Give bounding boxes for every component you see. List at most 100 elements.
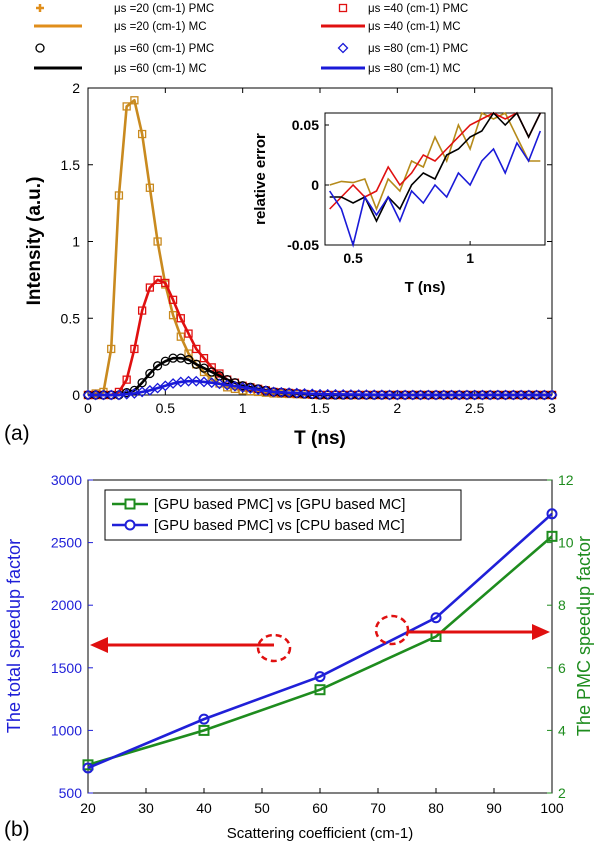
legend-label-0: μs =20 (cm-1) PMC [114, 3, 214, 15]
pmc-marker-series-1 [153, 275, 162, 285]
pmc-marker-series-0 [184, 349, 193, 358]
pmc-marker-series-3 [531, 389, 542, 401]
speedup-marker-series-0 [198, 724, 210, 736]
y-tick-label-inset: 0 [311, 177, 319, 193]
pmc-marker-series-0 [137, 129, 147, 139]
x-tick-label-b: 60 [312, 800, 328, 816]
pmc-marker-series-1 [168, 295, 178, 304]
axis-ticks-inset: 0.5 1 0.05 0 -0.05 [287, 117, 474, 266]
legend-b-marker-0 [124, 498, 136, 510]
pmc-marker-series-3 [461, 389, 473, 401]
pmc-marker-series-3 [229, 380, 241, 392]
x-tick-label-b: 80 [428, 800, 444, 816]
speedup-marker-series-0 [314, 684, 326, 696]
x-tick-label-b: 70 [370, 800, 386, 816]
x-tick-label-inset: 1 [466, 250, 474, 266]
y-tick-label-left-b: 1000 [51, 722, 82, 738]
y-tick-label-left-b: 2000 [51, 597, 82, 613]
annotation-arrows [90, 614, 550, 663]
x-tick-label-b: 20 [80, 800, 96, 816]
y-tick-label-left-b: 2500 [51, 535, 82, 551]
legend-box-b [104, 489, 462, 541]
pmc-marker-series-3 [438, 389, 450, 401]
pmc-marker-series-3 [523, 389, 535, 401]
legend-marker-6 [337, 42, 349, 54]
y-axis-label-inset: relative error [252, 133, 269, 225]
pmc-marker-series-3 [268, 386, 280, 398]
pmc-marker-series-3 [144, 384, 156, 396]
pmc-marker-series-3 [345, 389, 357, 400]
pmc-marker-series-3 [121, 388, 133, 400]
legend-marker-0 [36, 4, 44, 12]
series-group-inset [329, 111, 542, 248]
pmc-marker-series-3 [82, 389, 94, 401]
y-tick-label-a: 1.5 [61, 157, 81, 173]
legend-label-4: μs =60 (cm-1) PMC [114, 43, 214, 55]
speedup-marker-series-1 [314, 671, 326, 683]
pmc-marker-series-3 [376, 389, 388, 401]
pmc-marker-series-3 [415, 389, 426, 401]
legend-b-label-0: [GPU based PMC] vs [GPU based MC] [154, 497, 405, 513]
pmc-marker-series-3 [183, 375, 194, 387]
pmc-marker-series-1 [192, 344, 201, 354]
x-tick-label-b: 90 [486, 800, 502, 816]
legend-marker-2 [338, 3, 348, 13]
pmc-marker-series-0 [130, 96, 139, 105]
pmc-marker-series-1 [137, 306, 147, 315]
y-tick-label-right-b: 4 [558, 722, 566, 738]
pmc-marker-series-3 [275, 386, 287, 398]
pmc-marker-series-0 [107, 344, 116, 354]
pmc-marker-series-1 [184, 329, 193, 338]
pmc-marker-series-2 [199, 363, 209, 373]
speedup-line-series-1 [87, 512, 553, 770]
panel-label-b: (b) [4, 818, 30, 841]
x-tick-label-b: 50 [254, 800, 270, 816]
pmc-marker-series-3 [546, 389, 558, 401]
pmc-marker-series-3 [260, 385, 272, 397]
y-tick-label-right-b: 6 [558, 660, 566, 676]
pmc-marker-series-3 [368, 389, 380, 401]
pmc-marker-series-3 [113, 389, 125, 401]
pmc-marker-series-2 [152, 361, 163, 371]
speedup-line-series-0 [87, 535, 553, 767]
y-tick-label-left-b: 1500 [51, 660, 82, 676]
y-tick-label-left-b: 3000 [51, 472, 82, 488]
pmc-marker-series-3 [299, 388, 310, 399]
y-tick-label-a: 0.5 [61, 310, 81, 326]
legend-b-marker-1 [124, 519, 136, 531]
pmc-marker-series-3 [360, 389, 372, 401]
error-line-series-0 [329, 111, 541, 212]
dashed-circle-left [256, 633, 292, 663]
pmc-marker-series-3 [237, 381, 249, 393]
pmc-marker-series-2 [160, 356, 170, 366]
speedup-marker-series-1 [430, 612, 442, 624]
pmc-marker-series-3 [314, 388, 326, 400]
pmc-marker-series-3 [322, 388, 334, 400]
pmc-marker-series-3 [407, 389, 419, 401]
left-arrow-head [90, 637, 108, 653]
y-axis-label-left-b: The total speedup factor [4, 539, 24, 733]
dashed-circle-right [374, 614, 410, 646]
legend-label-6: μs =80 (cm-1) PMC [368, 43, 468, 55]
pmc-marker-series-1 [161, 278, 170, 288]
x-axis-label-b: Scattering coefficient (cm-1) [227, 825, 413, 842]
legend-b-label-1: [GPU based PMC] vs [CPU based MC] [154, 518, 405, 534]
pmc-marker-series-3 [159, 380, 171, 392]
pmc-marker-series-3 [190, 375, 202, 387]
pmc-marker-series-3 [476, 389, 488, 401]
pmc-marker-series-3 [399, 389, 411, 401]
x-tick-label-a: 1 [239, 400, 247, 416]
legend-label-3: μs =40 (cm-1) MC [368, 21, 461, 33]
legend-panel-a: μs =20 (cm-1) PMC μs =20 (cm-1) MC μs =40 … [34, 3, 468, 75]
series-group-b [82, 508, 558, 774]
axis-ticks-b: 20 30 40 50 60 70 80 90 100 500 1000 1500 2000 2500 30… [51, 472, 574, 816]
pmc-marker-series-3 [221, 379, 233, 391]
pmc-marker-series-0 [145, 183, 155, 192]
y-tick-label-a: 1 [72, 234, 80, 250]
pmc-marker-series-3 [538, 389, 550, 401]
pmc-marker-series-3 [391, 389, 403, 401]
right-arrow-head [532, 624, 550, 640]
x-tick-label-a: 0 [84, 400, 92, 416]
speedup-marker-series-1 [546, 508, 558, 520]
speedup-marker-series-1 [82, 762, 94, 774]
